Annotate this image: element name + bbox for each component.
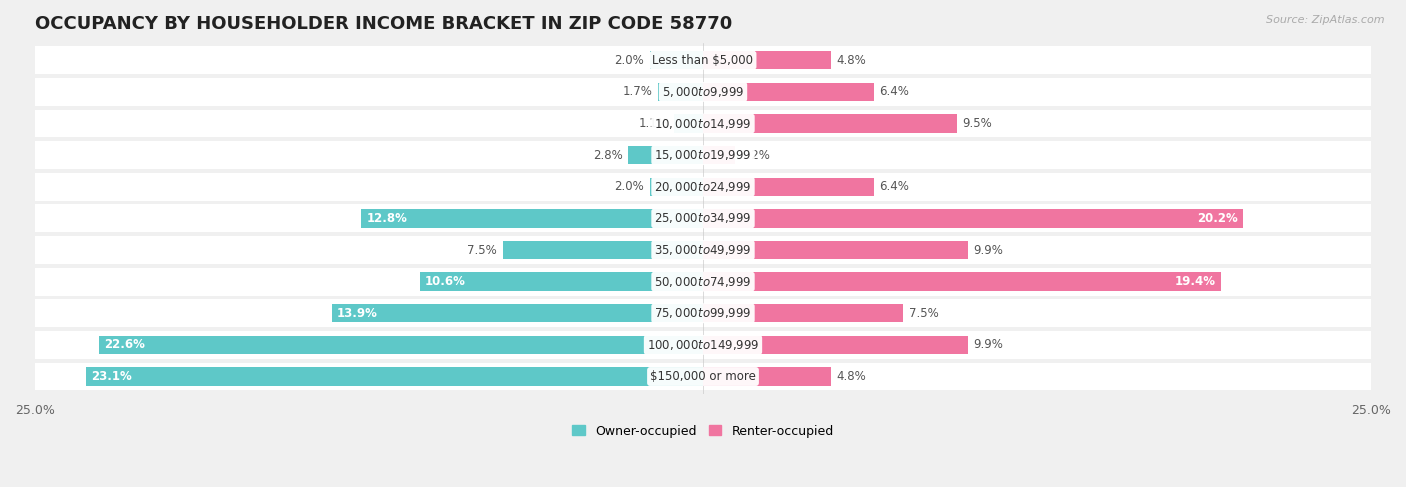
Bar [35, 236, 1371, 264]
Text: 2.0%: 2.0% [614, 180, 644, 193]
Bar [35, 363, 1371, 391]
Bar [703, 209, 1243, 227]
Bar [703, 178, 875, 196]
Text: $35,000 to $49,999: $35,000 to $49,999 [654, 243, 752, 257]
Text: OCCUPANCY BY HOUSEHOLDER INCOME BRACKET IN ZIP CODE 58770: OCCUPANCY BY HOUSEHOLDER INCOME BRACKET … [35, 15, 733, 33]
Text: 23.1%: 23.1% [91, 370, 132, 383]
Text: $150,000 or more: $150,000 or more [650, 370, 756, 383]
Text: 19.4%: 19.4% [1175, 275, 1216, 288]
Text: 2.0%: 2.0% [614, 54, 644, 67]
Text: 6.4%: 6.4% [879, 180, 910, 193]
Text: 12.8%: 12.8% [367, 212, 408, 225]
Bar [420, 272, 703, 291]
Text: $20,000 to $24,999: $20,000 to $24,999 [654, 180, 752, 194]
Text: $25,000 to $34,999: $25,000 to $34,999 [654, 211, 752, 225]
Bar [35, 300, 1371, 327]
Bar [703, 304, 904, 322]
Text: $5,000 to $9,999: $5,000 to $9,999 [662, 85, 744, 99]
Text: Less than $5,000: Less than $5,000 [652, 54, 754, 67]
Text: 4.8%: 4.8% [837, 370, 866, 383]
Legend: Owner-occupied, Renter-occupied: Owner-occupied, Renter-occupied [567, 418, 839, 444]
Text: $10,000 to $14,999: $10,000 to $14,999 [654, 116, 752, 131]
Bar [35, 78, 1371, 106]
Text: 13.9%: 13.9% [337, 307, 378, 320]
Text: 10.6%: 10.6% [425, 275, 465, 288]
Bar [35, 110, 1371, 137]
Bar [502, 241, 703, 259]
Bar [703, 336, 967, 354]
Text: 1.2%: 1.2% [741, 149, 770, 162]
Text: 2.8%: 2.8% [593, 149, 623, 162]
Bar [98, 336, 703, 354]
Text: 9.5%: 9.5% [962, 117, 993, 130]
Bar [628, 146, 703, 164]
Text: 6.4%: 6.4% [879, 85, 910, 98]
Text: 22.6%: 22.6% [104, 338, 145, 352]
Bar [361, 209, 703, 227]
Bar [658, 83, 703, 101]
Bar [35, 46, 1371, 74]
Text: 7.5%: 7.5% [467, 244, 498, 257]
Text: 4.8%: 4.8% [837, 54, 866, 67]
Text: $100,000 to $149,999: $100,000 to $149,999 [647, 338, 759, 352]
Bar [703, 272, 1222, 291]
Bar [673, 114, 703, 132]
Text: 9.9%: 9.9% [973, 244, 1002, 257]
Text: $75,000 to $99,999: $75,000 to $99,999 [654, 306, 752, 320]
Bar [35, 205, 1371, 232]
Bar [703, 367, 831, 386]
Bar [35, 173, 1371, 201]
Text: 1.1%: 1.1% [638, 117, 668, 130]
Text: 9.9%: 9.9% [973, 338, 1002, 352]
Bar [650, 178, 703, 196]
Bar [86, 367, 703, 386]
Text: 1.7%: 1.7% [623, 85, 652, 98]
Text: $50,000 to $74,999: $50,000 to $74,999 [654, 275, 752, 289]
Bar [35, 331, 1371, 359]
Text: 20.2%: 20.2% [1197, 212, 1237, 225]
Bar [703, 146, 735, 164]
Text: Source: ZipAtlas.com: Source: ZipAtlas.com [1267, 15, 1385, 25]
Bar [35, 268, 1371, 296]
Text: 7.5%: 7.5% [908, 307, 939, 320]
Bar [703, 51, 831, 70]
Bar [703, 241, 967, 259]
Bar [650, 51, 703, 70]
Text: $15,000 to $19,999: $15,000 to $19,999 [654, 148, 752, 162]
Bar [703, 83, 875, 101]
Bar [703, 114, 957, 132]
Bar [332, 304, 703, 322]
Bar [35, 141, 1371, 169]
